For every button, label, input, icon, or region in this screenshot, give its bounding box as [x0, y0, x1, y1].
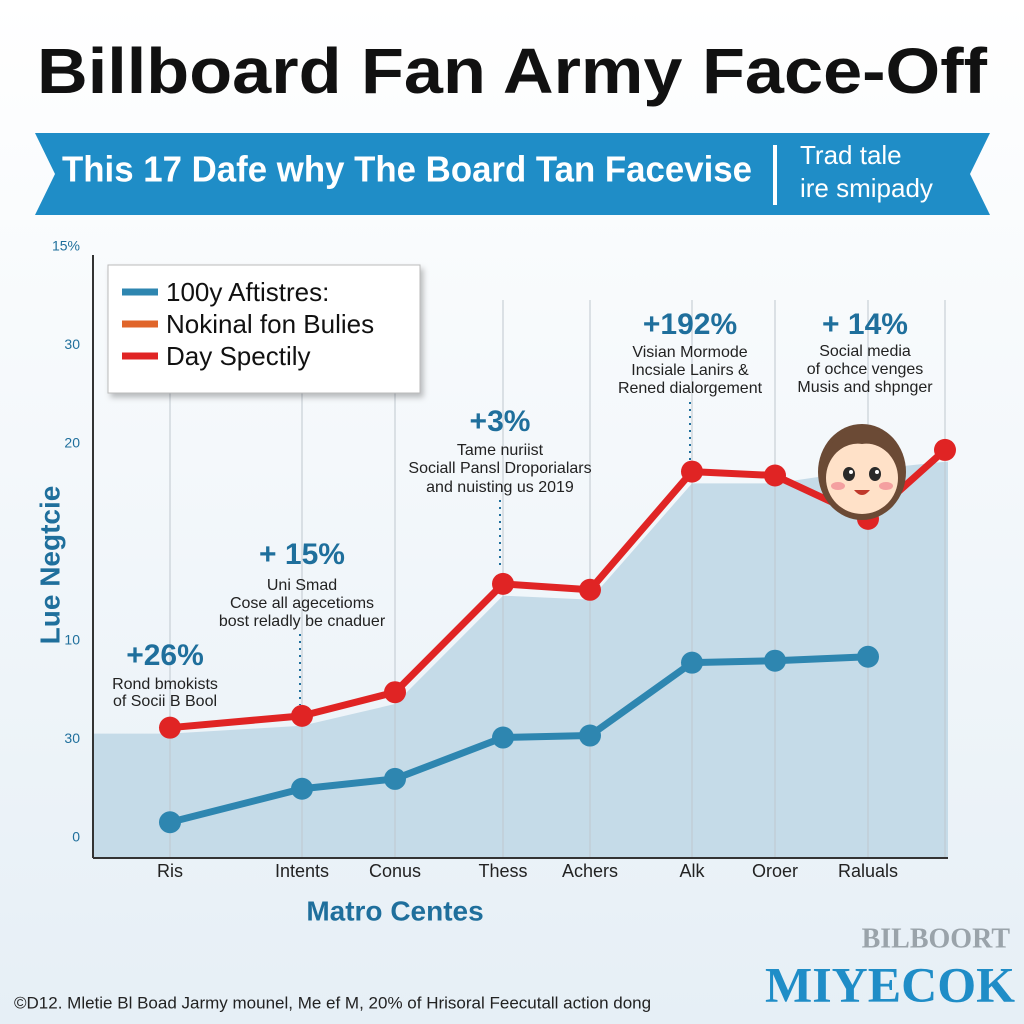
- annotation-value: +192%: [643, 308, 737, 341]
- data-point: [384, 767, 406, 790]
- annotation-text: bost reladly be cnaduer: [219, 613, 386, 630]
- legend-label: 100y Aftistres:: [166, 277, 329, 307]
- annotation-text: Rond bmokists: [112, 676, 218, 693]
- annotation-text: of Socii B Bool: [113, 693, 217, 710]
- data-point: [291, 777, 313, 800]
- annotation-text: Tame nuriist: [457, 442, 544, 459]
- data-point: [934, 438, 956, 461]
- footer: ©D12. Mletie Bl Boad Jarmy mounel, Me ef…: [14, 993, 651, 1012]
- data-point: [384, 681, 406, 704]
- banner: [35, 133, 990, 215]
- x-tick-label: Thess: [478, 861, 527, 881]
- annotation-text: and nuisting us 2019: [426, 479, 574, 496]
- x-tick-label: Oroer: [752, 861, 798, 881]
- annotation-text: Uni Smad: [267, 577, 337, 594]
- y-tick-label: 15%: [52, 238, 80, 254]
- subtitle: This 17 Dafe why The Board Tan Facevise: [62, 149, 752, 190]
- y-tick-label: 30: [64, 336, 80, 352]
- annotation-value: +26%: [126, 639, 204, 672]
- data-point: [764, 464, 786, 487]
- x-tick-label: Raluals: [838, 861, 898, 881]
- x-tick-label: Achers: [562, 861, 618, 881]
- side-note: Trad tale: [800, 140, 902, 170]
- legend-label: Day Spectily: [166, 341, 311, 371]
- legend-label: Nokinal fon Bulies: [166, 309, 374, 339]
- annotation-value: + 14%: [822, 308, 908, 341]
- y-tick-label: 0: [72, 829, 80, 845]
- y-tick-label: 30: [64, 730, 80, 746]
- plot: 0 30 10 20 30 15% Ris Intents Conus Thess Achers Al…: [52, 238, 956, 881]
- data-point: [579, 724, 601, 747]
- annotation-text: Visian Mormode: [632, 344, 747, 361]
- x-tick-label: Ris: [157, 861, 183, 881]
- annotation-text: Musis and shpnger: [797, 379, 933, 396]
- series-line: [169, 653, 869, 826]
- annotation-value: + 15%: [259, 538, 345, 571]
- annotation-text: of ochce venges: [807, 361, 924, 378]
- annotation-value: +3%: [470, 405, 531, 438]
- data-point: [492, 572, 514, 595]
- x-tick-label: Alk: [679, 861, 705, 881]
- data-point: [291, 704, 313, 727]
- watermark: MIYECOK: [765, 956, 1015, 1012]
- side-note: ire smipady: [800, 173, 933, 203]
- annotation-text: Cose all agecetioms: [230, 595, 374, 612]
- data-point: [579, 578, 601, 601]
- x-tick-label: Intents: [275, 861, 329, 881]
- annotation-text: Incsiale Lanirs &: [631, 362, 749, 379]
- area: [93, 461, 948, 858]
- watermark: BILBOORT: [862, 923, 1011, 954]
- chart-title: Billboard Fan Army Face-Off: [37, 35, 988, 107]
- y-axis-title: Lue Negtcie: [34, 486, 65, 645]
- annotation-text: Sociall Pansl Droporialars: [408, 460, 591, 477]
- annotation-text: Social media: [819, 343, 911, 360]
- data-point: [681, 651, 703, 674]
- legend-box: [107, 264, 421, 394]
- annotation-text: Rened dialorgement: [618, 380, 763, 397]
- data-point: [764, 649, 786, 672]
- y-tick-label: 10: [64, 632, 80, 648]
- data-point: [857, 645, 879, 668]
- face-icon: [818, 424, 906, 520]
- data-point: [159, 811, 181, 834]
- data-point: [681, 460, 703, 483]
- data-point: [159, 716, 181, 739]
- x-tick-label: Conus: [369, 861, 421, 881]
- x-axis-title: Matro Centes: [306, 895, 483, 926]
- y-tick-label: 20: [64, 435, 80, 451]
- data-point: [492, 726, 514, 749]
